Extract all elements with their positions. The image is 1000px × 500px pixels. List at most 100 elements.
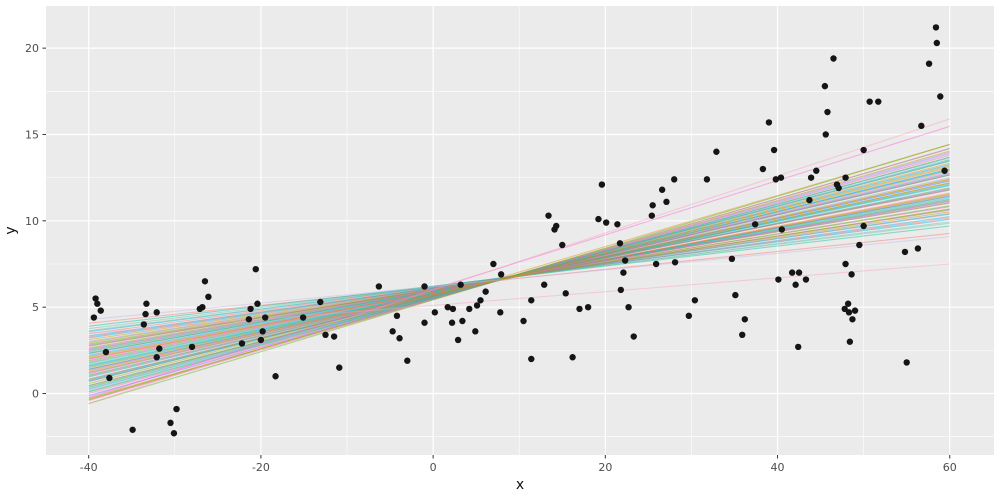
- data-point: [598, 181, 606, 188]
- data-point: [156, 345, 163, 352]
- regression-line: [88, 184, 950, 367]
- data-point: [245, 316, 253, 323]
- data-point: [375, 283, 383, 290]
- data-point: [528, 297, 535, 304]
- regression-line: [88, 197, 950, 354]
- regression-line: [88, 188, 950, 363]
- data-point: [751, 221, 759, 228]
- data-point: [421, 283, 428, 290]
- regression-line: [88, 165, 950, 385]
- regression-line: [88, 213, 950, 339]
- data-point: [520, 317, 527, 325]
- data-point: [584, 303, 592, 311]
- data-point: [322, 331, 329, 339]
- x-tick-label: 40: [771, 461, 785, 474]
- data-point: [937, 93, 944, 100]
- data-point: [866, 98, 873, 105]
- data-point: [821, 82, 829, 90]
- regression-lines-layer: [88, 118, 950, 405]
- data-point: [792, 281, 799, 288]
- data-point: [685, 312, 693, 320]
- y-tick-label: 0: [32, 388, 39, 401]
- plot-panel: [46, 6, 994, 455]
- data-point: [844, 300, 852, 307]
- data-point: [106, 374, 113, 382]
- data-point: [795, 343, 802, 351]
- regression-line: [88, 202, 950, 349]
- regression-line: [88, 171, 950, 380]
- regression-line: [88, 160, 950, 388]
- axis-tick-labels: -40 -20 0 20 40 60 0 5 10 15 20: [25, 42, 957, 474]
- data-point: [94, 300, 101, 307]
- regression-line: [88, 199, 950, 353]
- data-point: [933, 39, 941, 47]
- y-tick-label: 15: [25, 128, 39, 141]
- regression-line: [88, 198, 950, 354]
- regression-line: [88, 189, 950, 360]
- data-point: [421, 319, 428, 326]
- data-point: [732, 291, 739, 299]
- data-point: [691, 297, 699, 304]
- data-point: [830, 55, 837, 62]
- data-point: [941, 167, 948, 174]
- data-point: [614, 221, 621, 228]
- regression-line: [88, 236, 950, 321]
- data-point: [849, 316, 856, 323]
- data-point: [404, 357, 411, 364]
- minor-gridlines: [46, 6, 994, 455]
- x-tick-label: -20: [252, 461, 270, 474]
- data-point: [330, 333, 338, 340]
- data-point: [658, 186, 666, 193]
- data-point: [595, 215, 602, 223]
- regression-line: [88, 154, 950, 395]
- data-point: [824, 108, 831, 116]
- regression-line: [88, 150, 950, 399]
- regression-line: [88, 169, 950, 380]
- data-point: [777, 174, 785, 181]
- data-point: [90, 314, 98, 321]
- data-point: [473, 302, 481, 309]
- data-point: [842, 174, 849, 181]
- data-point: [663, 198, 670, 206]
- data-point: [652, 260, 660, 268]
- regression-line: [88, 143, 950, 401]
- regression-line: [88, 222, 950, 330]
- data-point: [257, 336, 265, 344]
- data-point: [856, 241, 863, 249]
- regression-line: [88, 205, 950, 347]
- data-point: [317, 298, 324, 306]
- data-point: [396, 335, 403, 342]
- regression-line: [88, 148, 950, 400]
- regression-line: [88, 189, 950, 362]
- data-point: [649, 202, 656, 209]
- regression-line: [88, 166, 950, 382]
- data-point: [497, 271, 505, 278]
- regression-line: [88, 199, 950, 352]
- data-point: [205, 293, 212, 301]
- data-point: [170, 430, 178, 437]
- data-point: [201, 278, 209, 285]
- data-point: [616, 240, 624, 247]
- regression-line: [88, 208, 950, 343]
- data-point: [903, 359, 910, 366]
- data-point: [775, 276, 782, 283]
- data-point: [142, 310, 149, 318]
- y-tick-label: 5: [32, 301, 39, 314]
- regression-line: [88, 200, 950, 351]
- y-tick-label: 10: [25, 215, 39, 228]
- data-point: [806, 196, 813, 204]
- data-point: [389, 328, 396, 335]
- data-point: [153, 309, 160, 316]
- data-point: [431, 309, 439, 316]
- data-point: [102, 348, 110, 356]
- data-point: [770, 146, 778, 154]
- y-axis-title: y: [3, 226, 19, 234]
- data-point: [553, 222, 560, 230]
- data-point: [741, 316, 749, 323]
- data-point: [875, 98, 882, 105]
- data-point: [92, 295, 99, 302]
- data-point: [97, 307, 104, 314]
- regression-line: [88, 173, 950, 377]
- data-point: [918, 122, 925, 130]
- data-point: [914, 245, 922, 252]
